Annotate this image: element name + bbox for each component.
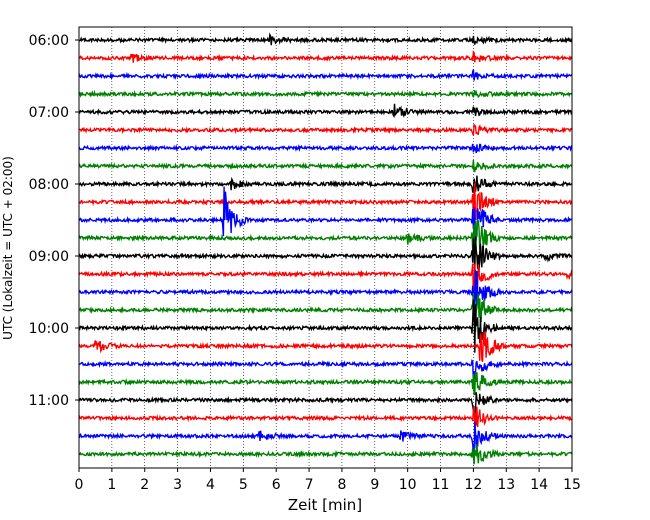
x-tick-label: 13 (497, 477, 515, 493)
plot-frame (78, 26, 573, 469)
x-tick-label: 0 (75, 477, 84, 493)
x-tick-label: 1 (107, 477, 116, 493)
trace-1030 (78, 359, 573, 384)
x-tick-label: 15 (563, 477, 581, 493)
trace-0700 (78, 103, 573, 119)
x-tick-label: 7 (305, 477, 314, 493)
trace-1015 (78, 331, 573, 363)
x-tick-label: 4 (206, 477, 215, 493)
trace-1045 (78, 372, 573, 396)
trace-1100 (78, 392, 573, 417)
trace-0800 (78, 175, 573, 194)
trace-1145 (78, 444, 573, 465)
trace-0645 (78, 89, 573, 99)
trace-0600 (78, 32, 573, 46)
x-axis-title: Zeit [min] (288, 496, 362, 514)
y-axis: 06:00 07:00 08:00 09:00 10:00 11:00 (29, 33, 79, 409)
trace-0945 (78, 292, 573, 333)
x-tick-label: 8 (337, 477, 346, 493)
x-tick-label: 5 (239, 477, 248, 493)
x-tick-label: 14 (530, 477, 548, 493)
x-tick-label: 6 (272, 477, 281, 493)
trace-0845 (78, 219, 573, 262)
trace-0830 (78, 186, 573, 244)
trace-1000 (78, 299, 573, 353)
trace-0615 (78, 50, 573, 63)
trace-1130 (78, 421, 573, 453)
x-tick-label: 10 (399, 477, 417, 493)
trace-0930 (78, 269, 573, 314)
y-tick-label: 09:00 (29, 249, 69, 265)
y-tick-label: 07:00 (29, 105, 69, 121)
x-tick-label: 12 (464, 477, 482, 493)
x-tick-label: 3 (173, 477, 182, 493)
trace-0715 (78, 123, 573, 136)
x-axis: 0 1 2 3 4 5 6 7 8 9 10 11 12 13 14 15 (75, 468, 581, 493)
x-tick-label: 9 (370, 477, 379, 493)
trace-0915 (78, 263, 573, 299)
trace-0730 (78, 143, 573, 154)
x-tick-label: 2 (140, 477, 149, 493)
trace-0745 (78, 159, 573, 173)
y-tick-label: 10:00 (29, 321, 69, 337)
trace-1115 (78, 405, 573, 429)
y-tick-label: 06:00 (29, 33, 69, 49)
y-tick-label: 11:00 (29, 393, 69, 409)
trace-layer (78, 32, 573, 465)
trace-0630 (78, 69, 573, 81)
y-axis-title: UTC (Lokalzeit = UTC + 02:00) (1, 156, 15, 340)
y-tick-label: 08:00 (29, 177, 69, 193)
x-tick-label: 11 (432, 477, 450, 493)
trace-0900 (78, 236, 573, 274)
trace-0815 (78, 183, 573, 226)
